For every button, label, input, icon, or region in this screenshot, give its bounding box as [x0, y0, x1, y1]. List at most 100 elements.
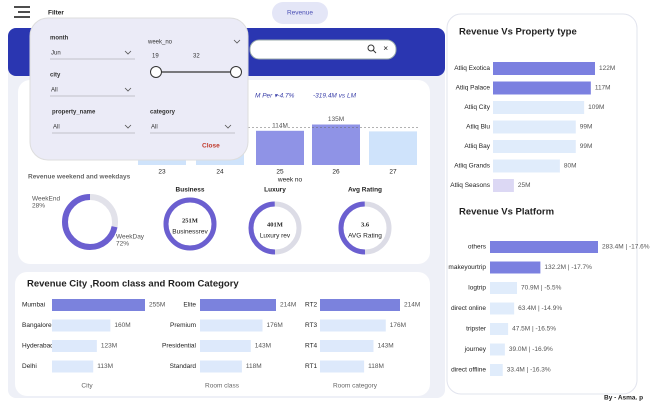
kpi-change: M Per ▾-4.7% — [255, 93, 295, 100]
gauge-value: 3.6 — [361, 221, 370, 228]
bar — [490, 261, 541, 274]
bar — [312, 124, 360, 165]
value-label: 109M — [588, 104, 604, 111]
filter-field-label: city — [50, 73, 61, 79]
dropdown-value[interactable]: Jun — [51, 51, 61, 57]
x-tick-label: 24 — [216, 169, 224, 176]
filter-panel: month Jun week_no 19 32 city All propert… — [29, 17, 249, 161]
bar — [52, 340, 97, 352]
legend-label: WeekEnd — [32, 196, 60, 203]
value-label: 80M — [564, 163, 577, 170]
search-box[interactable] — [249, 39, 397, 60]
value-label: 118M — [246, 363, 262, 370]
filter-field-label: month — [50, 36, 69, 42]
bar — [490, 302, 515, 315]
dropdown-value[interactable]: All — [151, 125, 158, 131]
bar-label: Mumbai — [22, 302, 45, 309]
bar — [52, 319, 111, 332]
value-label: 123M — [101, 343, 117, 350]
bar-label: logtrip — [468, 285, 486, 292]
bar — [493, 159, 560, 173]
bar — [493, 101, 585, 114]
value-label: 118M — [368, 363, 384, 370]
gauge-arc — [163, 197, 217, 251]
value-label: 283.4M | -17.6% — [602, 244, 650, 251]
bar — [493, 179, 514, 192]
tab-label[interactable]: Revenue — [287, 10, 313, 17]
bar-label: Atliq Palace — [456, 85, 491, 92]
bar-label: tripster — [466, 326, 487, 333]
x-tick-label: 26 — [332, 169, 340, 176]
bar — [490, 323, 509, 335]
donut-title: Revenue weekend and weekdays — [28, 174, 131, 181]
slider-handle[interactable] — [150, 66, 162, 78]
bar-label: RT3 — [305, 322, 318, 329]
bar — [490, 282, 518, 294]
bar-label: Presidential — [162, 343, 197, 350]
gauge-arc — [248, 201, 302, 255]
value-label: 72% — [116, 241, 129, 248]
value-label: 135M — [328, 116, 344, 123]
bar-label: direct online — [451, 305, 486, 312]
value-label: 214M — [280, 302, 296, 309]
chevron[interactable] — [124, 87, 132, 92]
bar — [52, 299, 145, 311]
bar-label: Atliq Grands — [454, 163, 491, 170]
bar — [493, 62, 595, 75]
footer: By - Asma. p — [604, 395, 643, 402]
bar — [493, 140, 576, 153]
value-label: 122M — [599, 65, 615, 72]
gauge-title: Luxury — [264, 187, 286, 194]
bar-label: RT4 — [305, 343, 318, 350]
chevron[interactable] — [224, 124, 232, 129]
menu-icon[interactable] — [14, 6, 30, 18]
chevron[interactable] — [233, 39, 241, 44]
bar-label: Delhi — [22, 363, 37, 370]
gauge-label: Luxury rev — [260, 233, 291, 240]
chevron[interactable] — [124, 124, 132, 129]
search-icon — [372, 49, 377, 54]
bar — [320, 360, 365, 373]
bar-label: Atliq Bay — [464, 143, 490, 150]
tab[interactable] — [272, 2, 328, 24]
value-label: 176M — [267, 322, 283, 329]
bar-label: RT2 — [305, 302, 318, 309]
slider-to: 32 — [193, 54, 200, 60]
city-card — [15, 272, 430, 396]
slider-handle[interactable] — [230, 66, 242, 78]
bar-label: Atliq City — [464, 104, 490, 111]
filter-field-label: week_no — [147, 40, 173, 46]
axis-label: Room category — [333, 383, 378, 390]
bar-label: Atliq Seasons — [450, 182, 490, 189]
kpi-vs-lm: -319.4M vs LM — [313, 93, 357, 100]
value-label: 70.9M | -5.5% — [521, 285, 562, 292]
bar — [256, 130, 304, 165]
gauge-arc — [338, 201, 392, 255]
axis-label: week no — [277, 177, 303, 184]
search-icon — [367, 44, 375, 52]
bar — [490, 343, 505, 356]
legend-label: WeekDay — [116, 234, 145, 241]
dropdown-value[interactable]: All — [51, 88, 58, 94]
gauge-value: 251M — [182, 217, 198, 224]
value-label: 39.0M | -16.9% — [509, 346, 553, 353]
value-label: 99M — [580, 143, 593, 150]
slider-from: 19 — [152, 54, 159, 60]
close-button[interactable]: Close — [202, 143, 220, 150]
filter-field-label: category — [150, 110, 176, 116]
value-label: 143M — [255, 343, 271, 350]
bar-label: Standard — [170, 363, 197, 370]
value-label: 214M — [404, 302, 420, 309]
gauge-title: Business — [176, 187, 205, 194]
chevron[interactable] — [124, 50, 132, 55]
bar — [320, 340, 374, 352]
bar-label: Hyderabad — [22, 343, 54, 350]
bar — [200, 340, 251, 352]
filter-field-label: property_name — [52, 110, 96, 116]
bar-label: Atliq Blu — [466, 124, 490, 131]
dropdown-value[interactable]: All — [53, 125, 60, 131]
gauge-label: Businessrev — [172, 229, 208, 236]
clear-icon[interactable]: ✕ — [383, 46, 388, 53]
value-label: 25M — [518, 182, 531, 189]
